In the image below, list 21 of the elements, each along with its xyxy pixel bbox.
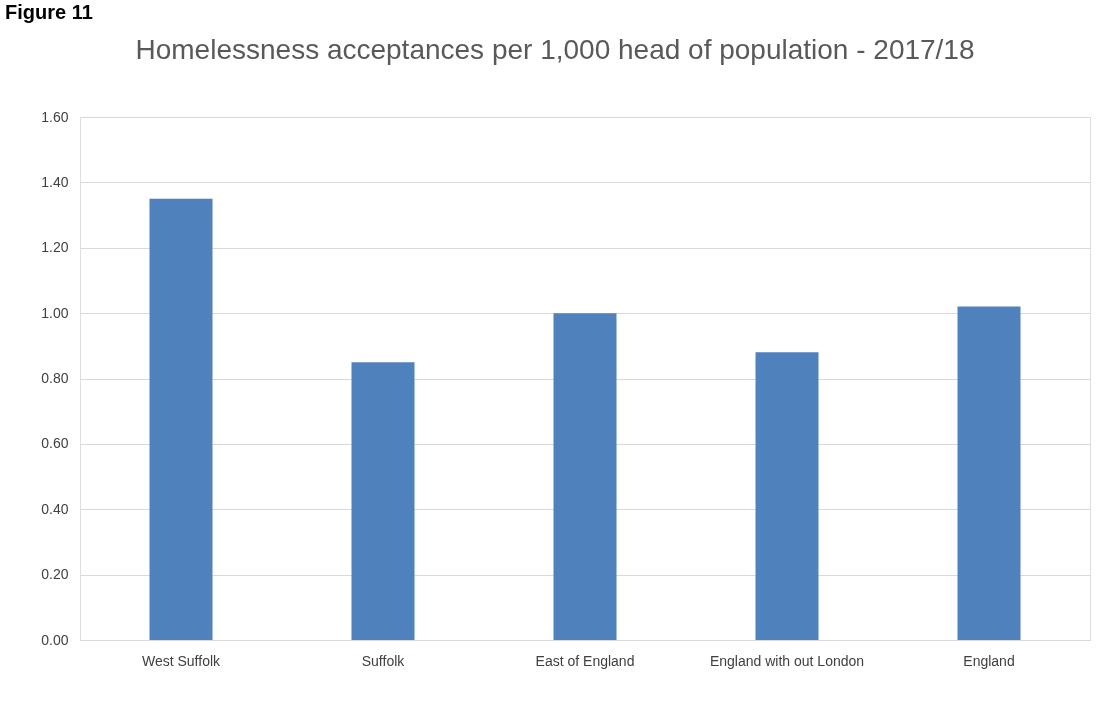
x-tick-label: Suffolk (361, 652, 406, 669)
x-tick-label: England (963, 652, 1015, 669)
y-tick-label: 1.40 (41, 173, 69, 190)
y-tick-label: 1.20 (41, 239, 69, 256)
x-tick-label: West Suffolk (141, 652, 222, 669)
bar (755, 352, 819, 640)
y-tick-label: 0.80 (41, 370, 69, 386)
y-tick-label: 0.00 (41, 631, 69, 648)
y-tick-label: 1.00 (41, 304, 69, 321)
bar (957, 306, 1021, 640)
y-tick-label: 0.60 (41, 435, 69, 452)
y-tick-label: 0.20 (41, 566, 69, 583)
caption: Figure 11 (5, 1, 93, 23)
bar (553, 313, 617, 640)
y-tick-label: 0.40 (41, 500, 69, 517)
bar (351, 362, 415, 640)
bar (149, 198, 213, 640)
x-tick-label: East of England (535, 652, 635, 669)
chart-title: Homelessness acceptances per 1,000 head of population - 2017/18 (135, 34, 975, 65)
y-tick-label: 1.60 (41, 108, 69, 125)
x-tick-label: England with out London (709, 652, 865, 669)
